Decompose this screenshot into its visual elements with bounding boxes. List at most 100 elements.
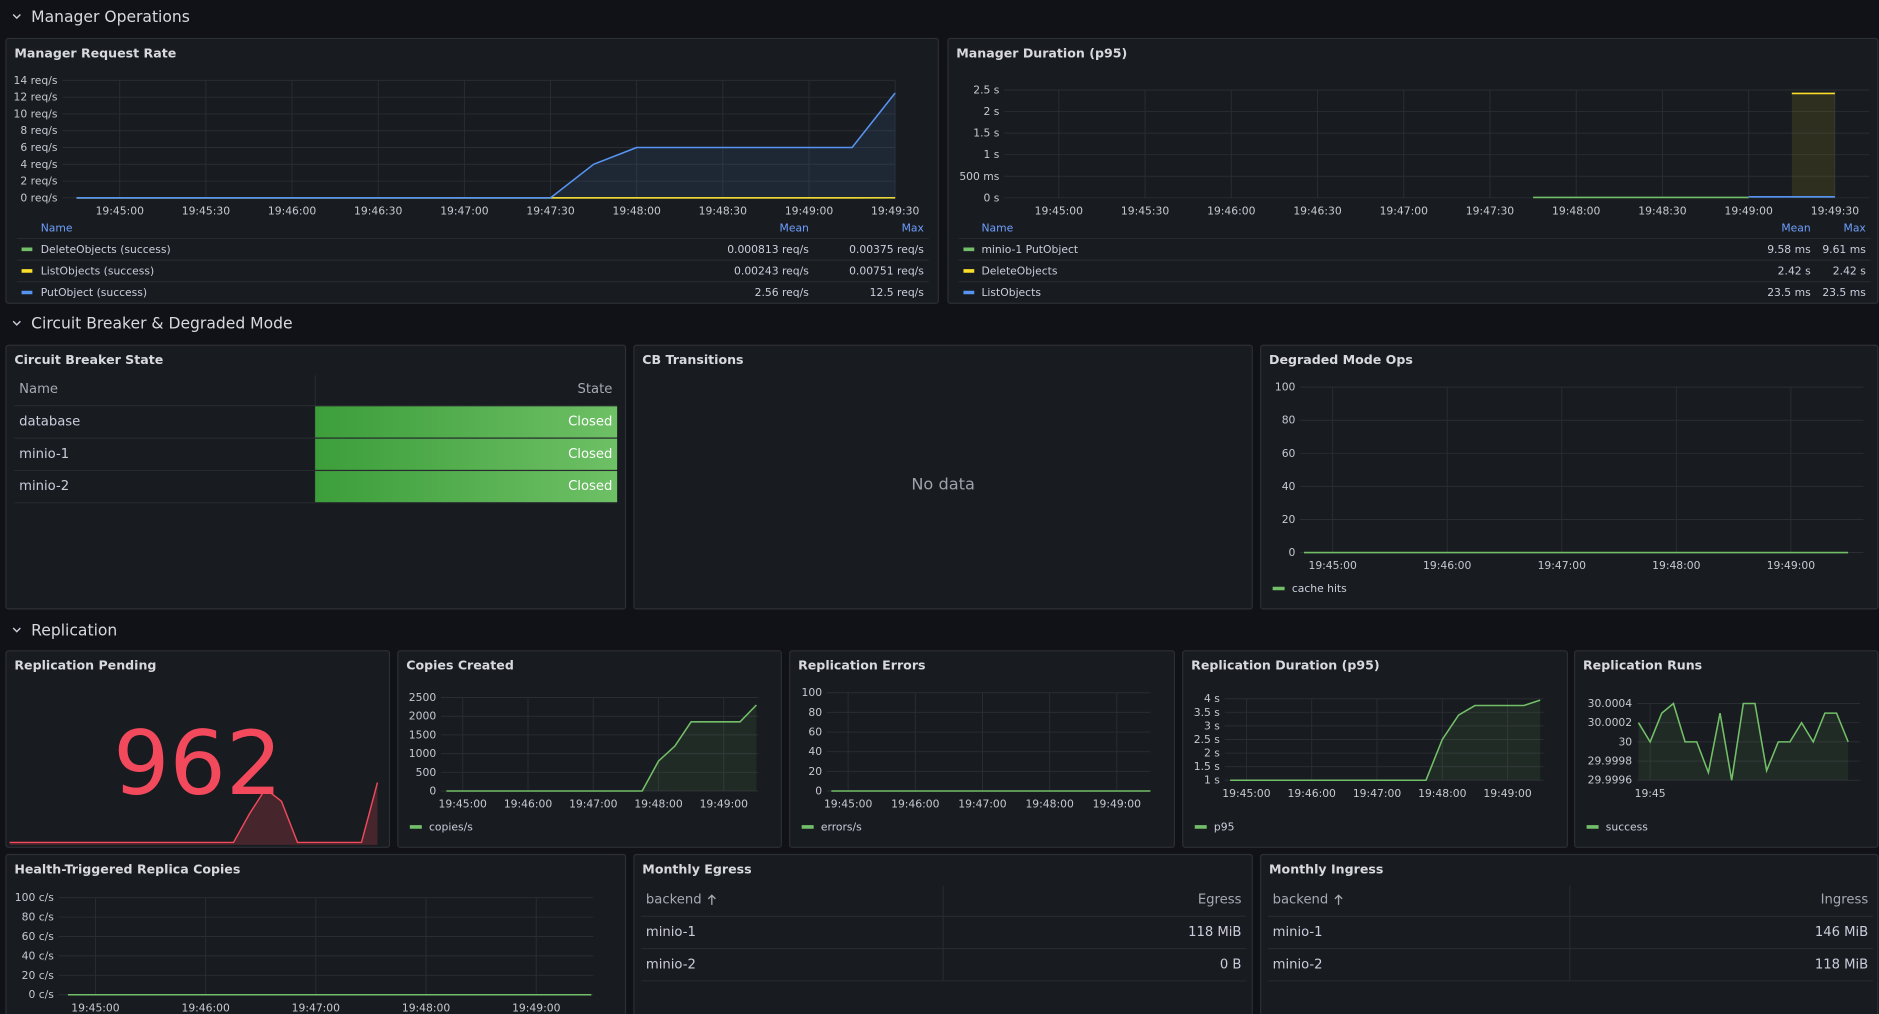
panel-content: Monthly Ingress backend Ingress minio-1 146 … <box>1267 861 1874 982</box>
table-cell: minio-1 <box>646 925 696 940</box>
table-cell: Closed <box>568 414 612 429</box>
legend-label: ListObjects <box>981 286 1041 299</box>
series-area <box>1791 93 1835 198</box>
panel-content: Manager Request Rate 0 req/s 2 req/s 4 req/… <box>14 45 929 299</box>
x-tick-label: 19:45:00 <box>1035 205 1084 218</box>
legend-header: Name <box>981 221 1013 234</box>
x-tick-label: 19:45:00 <box>439 798 488 811</box>
y-tick-label: 20 <box>1282 513 1296 526</box>
table-cell: minio-2 <box>1273 957 1323 972</box>
legend-mean: 2.42 s <box>1778 264 1811 277</box>
sparkline-area <box>9 782 378 845</box>
y-tick-label: 80 <box>808 706 822 719</box>
x-tick-label: 19:49:00 <box>1483 787 1532 800</box>
table-cell: 118 MiB <box>1188 925 1241 940</box>
legend-max: 0.00375 req/s <box>849 243 924 256</box>
x-tick-label: 19:45:00 <box>1222 787 1271 800</box>
table-header: backend <box>1273 893 1329 908</box>
x-tick-label: 19:49:00 <box>1767 559 1816 572</box>
no-data: No data <box>911 475 975 494</box>
y-tick-label: 0 req/s <box>20 191 58 204</box>
table-header: Name <box>19 382 58 397</box>
section-header[interactable]: Replication <box>12 621 117 639</box>
x-tick-label: 19:48:30 <box>1638 205 1687 218</box>
y-tick-label: 29.9998 <box>1588 755 1633 768</box>
y-tick-label: 0 <box>1289 546 1296 559</box>
y-tick-label: 8 req/s <box>20 124 58 137</box>
panel-title: Copies Created <box>406 658 514 673</box>
y-tick-label: 2 s <box>984 105 1000 118</box>
legend-header: Mean <box>1781 221 1810 234</box>
state-cell <box>315 471 618 503</box>
legend-header: Name <box>41 221 73 234</box>
y-tick-label: 40 c/s <box>22 949 55 962</box>
table-cell: 118 MiB <box>1815 957 1868 972</box>
legend-max: 9.61 ms <box>1822 243 1866 256</box>
x-tick-label: 19:48:00 <box>1652 559 1701 572</box>
y-tick-label: 0 <box>815 785 822 798</box>
y-tick-label: 80 c/s <box>22 911 55 924</box>
x-tick-label: 19:48:30 <box>699 205 748 218</box>
y-tick-label: 0 <box>429 785 436 798</box>
series-line <box>1230 699 1541 782</box>
y-tick-label: 40 <box>808 745 822 758</box>
x-tick-label: 19:45:00 <box>824 798 873 811</box>
table-cell: minio-1 <box>1273 925 1323 940</box>
x-tick-label: 19:47:00 <box>1353 787 1402 800</box>
table-cell: 0 B <box>1220 957 1242 972</box>
table-cell: Closed <box>568 479 612 494</box>
sort-icon <box>1334 894 1343 905</box>
y-tick-label: 80 <box>1282 414 1296 427</box>
y-tick-label: 30 <box>1618 735 1632 748</box>
panel-title: Circuit Breaker State <box>14 352 163 367</box>
legend-header: Max <box>902 221 925 234</box>
panel-content: Circuit Breaker State Name State database Cl… <box>14 352 618 504</box>
y-tick-label: 4 s <box>1204 692 1220 705</box>
series-line <box>446 704 757 792</box>
legend-label: minio-1 PutObject <box>981 243 1078 256</box>
x-tick-label: 19:49:00 <box>512 1001 561 1014</box>
y-tick-label: 3.5 s <box>1194 706 1221 719</box>
x-tick-label: 19:47:00 <box>958 798 1007 811</box>
series-area <box>1230 700 1541 781</box>
x-tick-label: 19:48:00 <box>1418 787 1467 800</box>
section-header[interactable]: Manager Operations <box>12 8 190 26</box>
series-area <box>76 92 896 198</box>
collapse-chevron <box>12 13 21 20</box>
legend-header: Mean <box>780 221 809 234</box>
y-tick-label: 2 s <box>1204 747 1220 760</box>
section-title: Circuit Breaker & Degraded Mode <box>31 315 292 333</box>
panel-title: Replication Errors <box>798 658 925 673</box>
y-tick-label: 10 req/s <box>14 107 58 120</box>
legend-label: PutObject (success) <box>41 286 147 299</box>
panel-title: Replication Runs <box>1583 658 1702 673</box>
sort-icon <box>707 894 716 905</box>
x-tick-label: 19:47:00 <box>440 205 489 218</box>
legend-mean: 23.5 ms <box>1767 286 1811 299</box>
y-tick-label: 1.5 s <box>973 127 1000 140</box>
legend-header: Max <box>1844 221 1867 234</box>
y-tick-label: 500 <box>416 766 437 779</box>
collapse-chevron <box>12 320 21 326</box>
x-tick-label: 19:47:00 <box>292 1001 341 1014</box>
panel-content: Replication Duration (p95) 1 s1.5 s2 s2.5… <box>1191 658 1544 833</box>
x-tick-label: 19:47:30 <box>526 205 575 218</box>
panel-content: CB Transitions No data <box>642 352 975 494</box>
x-tick-label: 19:46:00 <box>1288 787 1337 800</box>
x-tick-label: 19:49:30 <box>1811 205 1860 218</box>
x-tick-label: 19:48:00 <box>634 798 683 811</box>
y-tick-label: 30.0004 <box>1588 697 1633 710</box>
y-tick-label: 2.5 s <box>1194 733 1221 746</box>
legend-label: ListObjects (success) <box>41 264 154 277</box>
table-header: State <box>577 382 612 397</box>
x-tick-label: 19:45:30 <box>1121 205 1170 218</box>
y-tick-label: 60 <box>1282 447 1296 460</box>
x-tick-label: 19:45:00 <box>96 205 145 218</box>
section-header[interactable]: Circuit Breaker & Degraded Mode <box>12 315 293 333</box>
y-tick-label: 20 c/s <box>22 969 55 982</box>
x-tick-label: 19:46:00 <box>1207 205 1256 218</box>
y-tick-label: 2500 <box>409 691 437 704</box>
x-tick-label: 19:47:00 <box>1380 205 1429 218</box>
panel-content: Copies Created 0 500 1000 1500 2000 2500 19:45:… <box>406 658 759 833</box>
y-tick-label: 500 ms <box>959 170 999 183</box>
